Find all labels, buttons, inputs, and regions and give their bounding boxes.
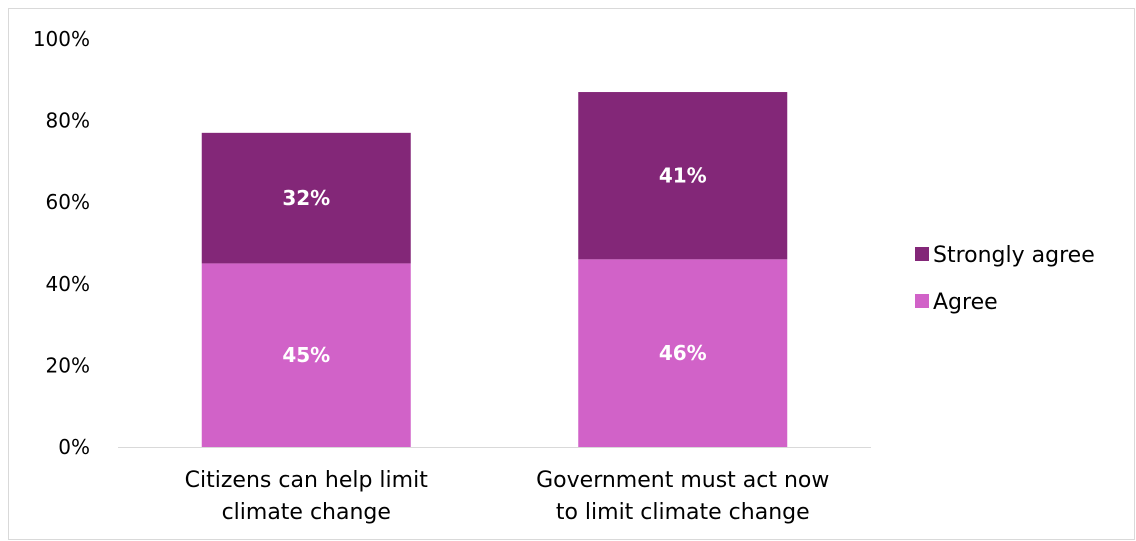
x-category-label: climate change: [222, 500, 391, 525]
bar-segment: [578, 259, 788, 447]
chart-frame: [8, 8, 1135, 540]
y-tick-label: 0%: [58, 435, 90, 459]
data-label: 32%: [282, 186, 330, 210]
data-label: 45%: [282, 343, 330, 367]
y-tick-label: 60%: [46, 190, 90, 214]
bar-segment: [201, 132, 411, 264]
y-tick-label: 40%: [46, 272, 90, 296]
legend-swatch: [915, 247, 929, 261]
data-label: 41%: [659, 164, 707, 188]
x-category-label: to limit climate change: [556, 500, 810, 525]
y-tick-label: 80%: [46, 109, 90, 133]
legend-label: Strongly agree: [933, 243, 1095, 268]
x-category-label: Government must act now: [536, 468, 829, 493]
legend-label: Agree: [933, 290, 998, 315]
y-tick-label: 20%: [46, 353, 90, 377]
data-label: 46%: [659, 341, 707, 365]
legend-swatch: [915, 294, 929, 308]
bar-segment: [201, 263, 411, 447]
y-tick-label: 100%: [33, 27, 90, 51]
x-category-label: Citizens can help limit: [185, 468, 429, 493]
bar-segment: [578, 92, 788, 260]
